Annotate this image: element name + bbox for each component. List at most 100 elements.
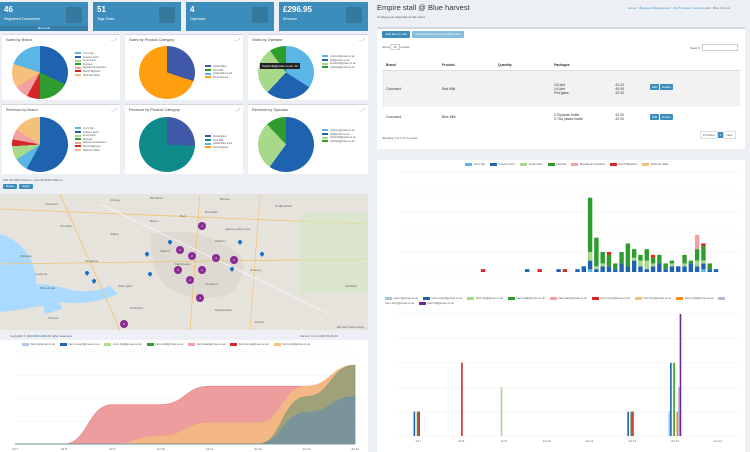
bar-mark[interactable] (413, 411, 416, 436)
bar-mark[interactable] (524, 269, 530, 272)
legend-item[interactable]: Farm.lake@proac.co.uk (188, 343, 225, 346)
legend-item[interactable]: Farm.line@proac.co.uk (634, 297, 671, 300)
bar-mark[interactable] (682, 263, 687, 267)
delete-button[interactable]: Delete (660, 114, 673, 120)
bar-mark[interactable] (650, 266, 656, 272)
bar-mark[interactable] (663, 263, 668, 270)
brand-bar-chart[interactable] (377, 160, 745, 302)
bar-mark[interactable] (631, 260, 637, 272)
legend-item[interactable]: Farm.t@proac.co.uk (385, 297, 418, 300)
operator-pie[interactable] (258, 46, 314, 99)
bar-mark[interactable] (694, 266, 700, 272)
bar-mark[interactable] (663, 269, 668, 272)
edit-button[interactable]: Edit (650, 114, 660, 120)
bar-mark[interactable] (625, 243, 631, 267)
bar-mark[interactable] (676, 266, 681, 272)
bar-mark[interactable] (669, 266, 675, 272)
bar-mark[interactable] (682, 266, 687, 272)
col-brand[interactable]: Brand (382, 60, 438, 71)
area-series-mark[interactable] (14, 396, 356, 445)
category-pie[interactable] (139, 46, 195, 99)
bar-mark[interactable] (644, 249, 649, 261)
bar-mark[interactable] (669, 263, 675, 267)
search-input[interactable] (702, 44, 738, 51)
bar-mark[interactable] (600, 252, 605, 264)
bar-mark[interactable] (613, 269, 618, 272)
bar-mark[interactable] (701, 263, 706, 270)
bar-mark[interactable] (638, 254, 643, 261)
bar-mark[interactable] (480, 269, 486, 272)
legend-item[interactable]: Farm.tome@proac.co.uk (230, 343, 269, 346)
bar-mark[interactable] (688, 263, 694, 272)
breadcrumb-business[interactable]: Business Management (639, 6, 670, 10)
col-product[interactable]: Product (438, 60, 494, 71)
legend-item[interactable]: Farm.lite@proac.co.uk (467, 297, 503, 300)
legend-item[interactable]: Farm.line@proac.co.uk (273, 343, 310, 346)
bar-mark[interactable] (650, 254, 656, 258)
bar-mark[interactable] (638, 260, 643, 267)
bar-mark[interactable] (701, 243, 706, 247)
bar-mark[interactable] (644, 269, 649, 272)
bar-mark[interactable] (701, 269, 706, 272)
bar-mark[interactable] (694, 260, 700, 267)
map-cluster[interactable]: 4 (198, 222, 206, 230)
legend-item[interactable]: Rosetta Amorpantine (571, 163, 605, 166)
bar-mark[interactable] (594, 237, 599, 267)
map-cluster[interactable]: 4 (196, 294, 204, 302)
legend-item[interactable]: Farm.wall@proac.co.uk (507, 297, 545, 300)
map-cluster[interactable]: 3 (120, 320, 128, 328)
legend-item[interactable]: Cravens Farm (489, 163, 515, 166)
bar-mark[interactable] (632, 411, 634, 436)
bar-mark[interactable] (619, 263, 624, 272)
bar-mark[interactable] (600, 266, 605, 272)
bar-mark[interactable] (678, 387, 680, 436)
bar-mark[interactable] (625, 266, 631, 272)
edit-button[interactable]: Edit (650, 84, 660, 90)
bar-mark[interactable] (682, 254, 687, 264)
card-tools[interactable]: ‒ ⤢ (233, 107, 240, 112)
bar-mark[interactable] (581, 266, 586, 272)
breadcrumb-premises[interactable]: My Premises (673, 6, 691, 10)
more-info-link[interactable]: More info (0, 26, 88, 31)
bar-mark[interactable] (657, 254, 662, 264)
bar-mark[interactable] (679, 314, 682, 436)
legend-item[interactable]: Farm.fill@proac.co.uk (419, 302, 454, 305)
bar-mark[interactable] (613, 263, 618, 270)
legend-item[interactable]: Farm.lake@proac.co.uk (549, 297, 587, 300)
map-cluster[interactable]: 3 (230, 256, 238, 264)
bar-mark[interactable] (556, 269, 561, 272)
bar-mark[interactable] (630, 411, 633, 436)
legend-item[interactable]: Farm.bold@proac.co.uk (104, 343, 142, 346)
legend-item[interactable]: Yeo's Tap (465, 163, 485, 166)
add-item-button[interactable]: Add Item to sell (382, 31, 410, 38)
bar-mark[interactable] (537, 269, 542, 272)
bar-mark[interactable] (619, 252, 624, 264)
bar-mark[interactable] (694, 234, 700, 250)
legend-item[interactable]: Dreweat (547, 163, 566, 166)
bar-mark[interactable] (707, 263, 712, 270)
revenue-operator-pie[interactable] (258, 117, 314, 172)
legend-item[interactable]: Farm.rowen@proac.co.uk (59, 343, 99, 346)
legend-item[interactable]: Fresh Farm (520, 163, 543, 166)
breadcrumb-stall[interactable]: Empire stall (694, 6, 710, 10)
bar-mark[interactable] (688, 260, 694, 264)
legend-item[interactable]: Red Philippines (609, 163, 637, 166)
map-cluster[interactable]: 3 (198, 266, 206, 274)
map-cluster[interactable]: 4 (212, 254, 220, 262)
bar-mark[interactable] (600, 263, 605, 267)
legend-item[interactable]: Farm.t@proac.co.uk (22, 343, 55, 346)
bar-mark[interactable] (701, 246, 706, 261)
bar-mark[interactable] (644, 260, 649, 270)
bar-mark[interactable] (575, 269, 580, 272)
bar-mark[interactable] (713, 269, 719, 272)
add-category-button[interactable]: Add Category to the product menu (412, 31, 464, 38)
card-tools[interactable]: ‒ ⤢ (110, 107, 117, 112)
prev-page[interactable]: Previous (700, 131, 718, 139)
bar-mark[interactable] (627, 411, 629, 436)
bar-mark[interactable] (594, 266, 599, 270)
revenue-brand-pie[interactable] (12, 117, 68, 172)
legend-item[interactable]: Farm.bold@proac.co.uk (676, 297, 713, 300)
bar-mark[interactable] (707, 269, 712, 272)
bar-mark[interactable] (416, 411, 419, 436)
card-tools[interactable]: ‒ ⤢ (110, 37, 117, 42)
